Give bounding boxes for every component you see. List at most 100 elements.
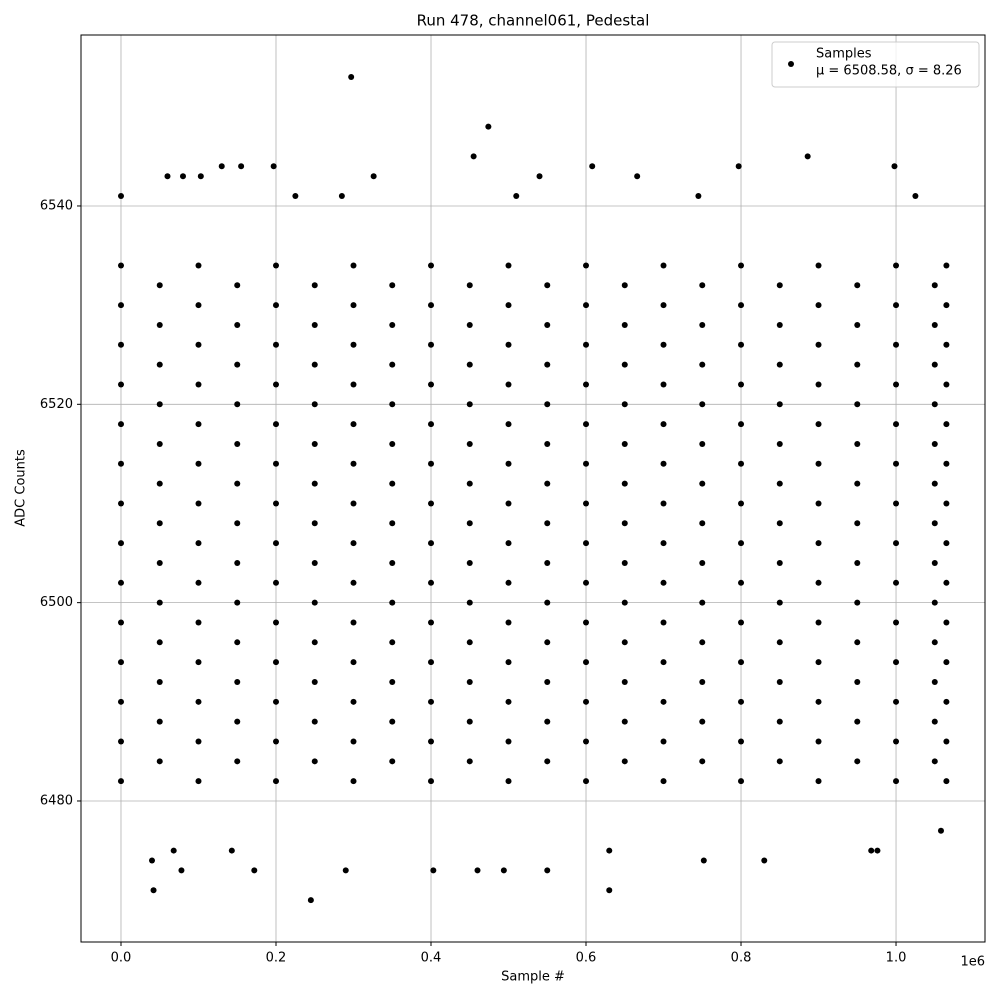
- point: [912, 193, 919, 200]
- point: [738, 262, 745, 269]
- point: [195, 738, 202, 745]
- point: [350, 341, 357, 348]
- point: [854, 480, 861, 487]
- point: [893, 778, 900, 785]
- point: [544, 867, 551, 874]
- point: [272, 460, 279, 467]
- point: [156, 480, 163, 487]
- point: [893, 341, 900, 348]
- point: [234, 639, 241, 646]
- point: [292, 193, 299, 200]
- point: [815, 421, 822, 428]
- point: [634, 173, 641, 180]
- point: [234, 559, 241, 566]
- point: [505, 500, 512, 507]
- chart-title: Run 478, channel061, Pedestal: [417, 12, 650, 30]
- point: [350, 579, 357, 586]
- point: [348, 74, 355, 81]
- point: [466, 718, 473, 725]
- point: [738, 460, 745, 467]
- point: [776, 718, 783, 725]
- point: [931, 440, 938, 447]
- point: [350, 500, 357, 507]
- point: [700, 857, 707, 864]
- point: [660, 302, 667, 309]
- point: [583, 579, 590, 586]
- point: [234, 401, 241, 408]
- point: [815, 500, 822, 507]
- point: [699, 361, 706, 368]
- point: [943, 421, 950, 428]
- point: [350, 381, 357, 388]
- point: [389, 559, 396, 566]
- point: [338, 193, 345, 200]
- point: [234, 361, 241, 368]
- point: [699, 718, 706, 725]
- point: [370, 173, 377, 180]
- point: [660, 659, 667, 666]
- point: [170, 847, 177, 854]
- x-tick-label: 0.8: [731, 951, 752, 966]
- point: [660, 778, 667, 785]
- point: [660, 381, 667, 388]
- point: [234, 321, 241, 328]
- point: [505, 302, 512, 309]
- point: [272, 778, 279, 785]
- point: [272, 500, 279, 507]
- point: [621, 559, 628, 566]
- point: [815, 262, 822, 269]
- point: [943, 579, 950, 586]
- point: [583, 778, 590, 785]
- point: [150, 887, 157, 894]
- point: [660, 460, 667, 467]
- point: [117, 302, 124, 309]
- point: [738, 302, 745, 309]
- point: [854, 559, 861, 566]
- point: [893, 262, 900, 269]
- point: [428, 460, 435, 467]
- point: [195, 500, 202, 507]
- point: [117, 341, 124, 348]
- point: [117, 540, 124, 547]
- point: [854, 599, 861, 606]
- point: [466, 520, 473, 527]
- point: [893, 460, 900, 467]
- point: [505, 619, 512, 626]
- point: [854, 718, 861, 725]
- point: [621, 480, 628, 487]
- point: [815, 698, 822, 705]
- point: [272, 302, 279, 309]
- point: [350, 738, 357, 745]
- point: [583, 738, 590, 745]
- point: [117, 619, 124, 626]
- point: [536, 173, 543, 180]
- point: [389, 599, 396, 606]
- point: [272, 540, 279, 547]
- point: [117, 421, 124, 428]
- point: [738, 659, 745, 666]
- point: [621, 361, 628, 368]
- point: [350, 540, 357, 547]
- point: [311, 520, 318, 527]
- x-tick-label: 0.6: [576, 951, 597, 966]
- point: [943, 460, 950, 467]
- point: [234, 480, 241, 487]
- point: [854, 321, 861, 328]
- point: [505, 579, 512, 586]
- point: [761, 857, 768, 864]
- point: [156, 559, 163, 566]
- point: [234, 440, 241, 447]
- point: [272, 421, 279, 428]
- point: [699, 559, 706, 566]
- point: [868, 847, 875, 854]
- point: [513, 193, 520, 200]
- point: [117, 778, 124, 785]
- point: [505, 381, 512, 388]
- point: [583, 381, 590, 388]
- point: [699, 639, 706, 646]
- point: [776, 758, 783, 765]
- point: [311, 321, 318, 328]
- point: [428, 698, 435, 705]
- point: [931, 282, 938, 289]
- x-tick-label: 0.4: [421, 951, 442, 966]
